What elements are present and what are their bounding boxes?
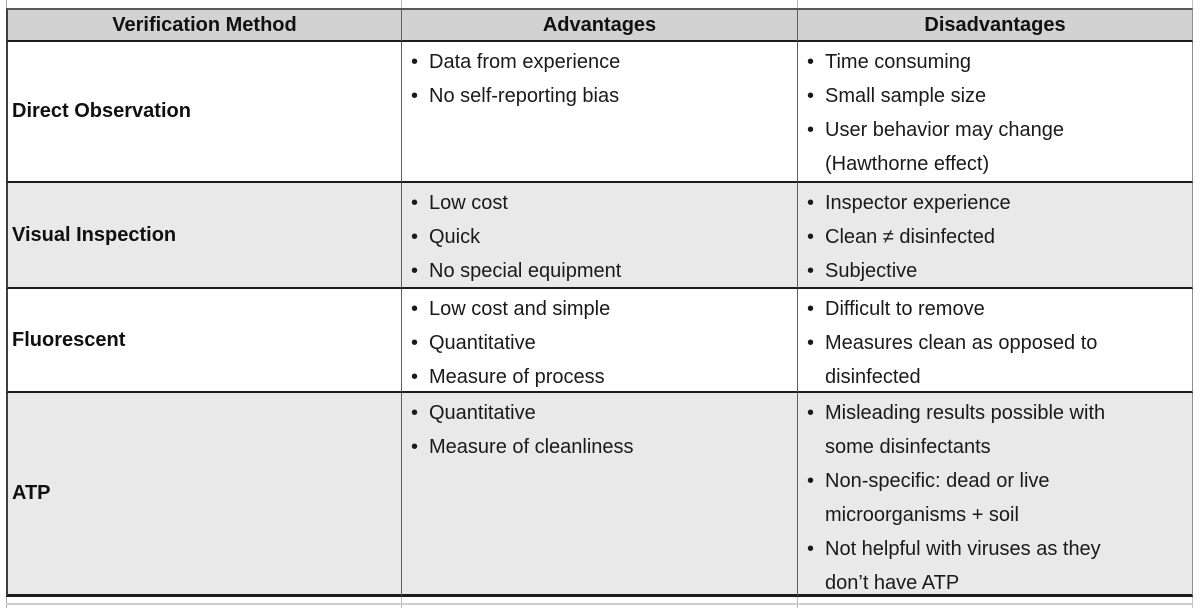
list-item: • No special equipment — [411, 254, 793, 287]
list-item: • No self-reporting bias — [411, 79, 793, 113]
header-cell-disadvantages: Disadvantages — [797, 8, 1193, 42]
header-label: Disadvantages — [924, 13, 1066, 36]
list-item-text: Measure of process — [429, 366, 605, 388]
bullet-icon: • — [807, 298, 815, 320]
bullet-icon: • — [807, 85, 815, 107]
bullet-icon: • — [411, 192, 419, 214]
list-item: • Low cost and simple — [411, 292, 793, 326]
list-item-text: Clean ≠ disinfected — [825, 226, 995, 248]
list-item: • Measure of cleanliness — [411, 430, 793, 464]
bullet-icon: • — [807, 192, 815, 214]
disadvantages-cell: • Difficult to remove • Measures clean a… — [797, 289, 1193, 393]
bullet-icon: • — [411, 436, 419, 458]
list-item-text: No special equipment — [429, 260, 622, 282]
list-item: • Low cost — [411, 186, 793, 220]
advantages-cell: • Low cost and simple • Quantitative • M… — [401, 289, 797, 393]
list-item-text: Subjective — [825, 260, 918, 282]
list-item-text: Low cost — [429, 192, 508, 214]
bullet-icon: • — [411, 51, 419, 73]
list-item-text: Small sample size — [825, 85, 987, 107]
header-cell-advantages: Advantages — [401, 8, 797, 42]
list-item-text: No self-reporting bias — [429, 85, 620, 107]
list-item: • Subjective — [807, 254, 1188, 287]
bullet-icon: • — [807, 332, 815, 354]
cropped-row-top-cell — [797, 0, 1193, 8]
list-item: • Quantitative — [411, 396, 793, 430]
header-label: Advantages — [542, 13, 657, 36]
bullet-icon: • — [807, 260, 815, 282]
header-cell-verification-method: Verification Method — [6, 8, 401, 42]
list-item: • Small sample size — [807, 79, 1188, 113]
list-item: • Time consuming — [807, 45, 1188, 79]
list-item: • Misleading results possible with some … — [807, 396, 1188, 464]
header-label: Verification Method — [112, 13, 297, 36]
list-item-text: Misleading results possible with some di… — [825, 402, 1106, 458]
list-item-text: Quick — [429, 226, 481, 248]
cropped-row-top-cell — [401, 0, 797, 8]
list-item: • Measure of process — [411, 360, 793, 391]
method-label: ATP — [12, 482, 51, 504]
disadvantages-cell: • Inspector experience • Clean ≠ disinfe… — [797, 183, 1193, 289]
list-item-text: Time consuming — [825, 51, 971, 73]
bullet-icon: • — [807, 226, 815, 248]
disadvantages-cell: • Time consuming • Small sample size • U… — [797, 42, 1193, 183]
bullet-icon: • — [807, 470, 815, 492]
bullet-icon: • — [807, 119, 815, 141]
bullet-icon: • — [411, 85, 419, 107]
method-label: Visual Inspection — [12, 223, 177, 246]
bullet-icon: • — [807, 51, 815, 73]
list-item-text: Non-specific: dead or live microorganism… — [825, 470, 1050, 526]
list-item: • Quantitative — [411, 326, 793, 360]
bullet-icon: • — [807, 402, 815, 424]
list-item-text: Inspector experience — [825, 192, 1011, 214]
method-cell-visual-inspection: Visual Inspection — [6, 183, 401, 289]
method-cell-fluorescent: Fluorescent — [6, 289, 401, 393]
list-item-text: Measures clean as opposed to disinfected — [825, 332, 1098, 388]
list-item-text: Quantitative — [429, 332, 536, 354]
list-item-text: User behavior may change (Hawthorne effe… — [825, 119, 1065, 175]
list-item: • Difficult to remove — [807, 292, 1188, 326]
list-item: • Non-specific: dead or live microorgani… — [807, 464, 1188, 532]
method-label: Fluorescent — [12, 328, 126, 351]
bullet-icon: • — [807, 538, 815, 560]
bullet-icon: • — [411, 366, 419, 388]
list-item: • Clean ≠ disinfected — [807, 220, 1188, 254]
cropped-row-bottom-cell — [401, 597, 797, 608]
bullet-icon: • — [411, 298, 419, 320]
cropped-row-bottom-cell — [797, 597, 1193, 608]
bullet-icon: • — [411, 402, 419, 424]
list-item-text: Difficult to remove — [825, 298, 985, 320]
list-item: • Measures clean as opposed to disinfect… — [807, 326, 1188, 391]
cropped-row-bottom-divider — [6, 603, 1193, 605]
list-item: • User behavior may change (Hawthorne ef… — [807, 113, 1188, 181]
list-item: • Data from experience — [411, 45, 793, 79]
list-item-text: Data from experience — [429, 51, 621, 73]
advantages-cell: • Low cost • Quick • No special equipmen… — [401, 183, 797, 289]
list-item-text: Not helpful with viruses as they don’t h… — [825, 538, 1101, 594]
bullet-icon: • — [411, 260, 419, 282]
verification-methods-table: Verification Method Advantages Disadvant… — [6, 0, 1193, 608]
cropped-row-bottom-cell — [6, 597, 401, 608]
list-item-text: Low cost and simple — [429, 298, 611, 320]
method-cell-atp: ATP — [6, 393, 401, 597]
method-label: Direct Observation — [12, 100, 191, 122]
list-item: • Inspector experience — [807, 186, 1188, 220]
advantages-cell: • Quantitative • Measure of cleanliness — [401, 393, 797, 597]
list-item-text: Quantitative — [429, 402, 536, 424]
method-cell-direct-observation: Direct Observation — [6, 42, 401, 183]
list-item: • Not helpful with viruses as they don’t… — [807, 532, 1188, 594]
disadvantages-cell: • Misleading results possible with some … — [797, 393, 1193, 597]
bullet-icon: • — [411, 226, 419, 248]
advantages-cell: • Data from experience • No self-reporti… — [401, 42, 797, 183]
cropped-row-top-cell — [6, 0, 401, 8]
list-item-text: Measure of cleanliness — [429, 436, 634, 458]
list-item: • Quick — [411, 220, 793, 254]
bullet-icon: • — [411, 332, 419, 354]
